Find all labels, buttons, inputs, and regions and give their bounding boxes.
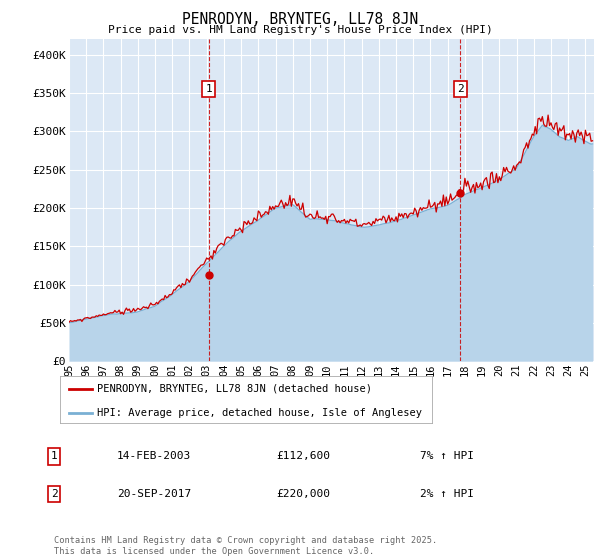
Text: 14-FEB-2003: 14-FEB-2003 — [117, 451, 191, 461]
Text: 7% ↑ HPI: 7% ↑ HPI — [420, 451, 474, 461]
Text: 2: 2 — [457, 84, 463, 94]
Text: PENRODYN, BRYNTEG, LL78 8JN: PENRODYN, BRYNTEG, LL78 8JN — [182, 12, 418, 27]
Text: PENRODYN, BRYNTEG, LL78 8JN (detached house): PENRODYN, BRYNTEG, LL78 8JN (detached ho… — [97, 384, 372, 394]
Text: 20-SEP-2017: 20-SEP-2017 — [117, 489, 191, 499]
Text: Contains HM Land Registry data © Crown copyright and database right 2025.
This d: Contains HM Land Registry data © Crown c… — [54, 536, 437, 556]
Text: HPI: Average price, detached house, Isle of Anglesey: HPI: Average price, detached house, Isle… — [97, 408, 422, 418]
Text: 2% ↑ HPI: 2% ↑ HPI — [420, 489, 474, 499]
Text: Price paid vs. HM Land Registry's House Price Index (HPI): Price paid vs. HM Land Registry's House … — [107, 25, 493, 35]
Text: 1: 1 — [205, 84, 212, 94]
Text: 2: 2 — [50, 489, 58, 499]
Text: £112,600: £112,600 — [276, 451, 330, 461]
Text: £220,000: £220,000 — [276, 489, 330, 499]
Text: 1: 1 — [50, 451, 58, 461]
